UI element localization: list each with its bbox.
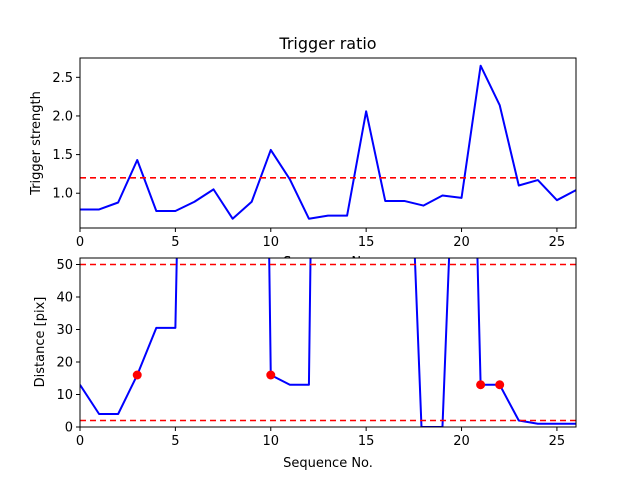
bottom-x-tick-label: 15 bbox=[358, 434, 375, 449]
top-x-tick-label: 20 bbox=[453, 235, 470, 250]
top-x-tick-label: 0 bbox=[76, 235, 84, 250]
bottom-y-axis-label: Distance [pix] bbox=[33, 297, 48, 388]
top-y-tick-label: 2.0 bbox=[52, 109, 73, 124]
bottom-x-tick-label: 10 bbox=[262, 434, 279, 449]
top-plot-area bbox=[80, 64, 576, 220]
bottom-y-ticks: 0 10 20 30 40 50 bbox=[56, 258, 80, 436]
bottom-x-tick-label: 5 bbox=[171, 434, 179, 449]
bottom-x-ticks: 0 5 10 15 20 25 bbox=[76, 427, 565, 449]
top-y-tick-label: 1.5 bbox=[52, 148, 73, 163]
bottom-axes-background bbox=[80, 258, 576, 427]
top-y-tick-label: 2.5 bbox=[52, 71, 73, 86]
bottom-x-tick-label: 0 bbox=[76, 434, 84, 449]
bottom-y-tick-label: 40 bbox=[56, 291, 73, 306]
chart-title: Trigger ratio bbox=[278, 34, 376, 53]
top-x-ticks: 0 5 10 15 20 25 bbox=[76, 228, 565, 250]
bottom-y-tick-label: 0 bbox=[65, 421, 73, 436]
bottom-marker-point-2 bbox=[476, 380, 486, 390]
bottom-y-tick-label: 30 bbox=[56, 323, 73, 338]
top-clipped-marks bbox=[80, 64, 576, 220]
bottom-marker-point-0 bbox=[132, 370, 142, 380]
bottom-plot-area bbox=[80, 258, 576, 427]
bottom-y-tick-label: 20 bbox=[56, 356, 73, 371]
top-x-tick-label: 15 bbox=[358, 235, 375, 250]
bottom-y-tick-label: 50 bbox=[56, 258, 73, 273]
bottom-axes-frame bbox=[79, 257, 577, 428]
top-x-tick-label: 5 bbox=[171, 235, 179, 250]
top-x-tick-label: 25 bbox=[549, 235, 566, 250]
bottom-series-line-0 bbox=[80, 258, 576, 427]
top-y-tick-label: 1.0 bbox=[52, 187, 73, 202]
bottom-marker-point-3 bbox=[495, 380, 505, 390]
top-y-axis-label: Trigger strength bbox=[29, 91, 44, 196]
bottom-y-tick-label: 10 bbox=[56, 388, 73, 403]
bottom-x-tick-label: 20 bbox=[453, 434, 470, 449]
top-x-tick-label: 10 bbox=[262, 235, 279, 250]
bottom-marker-point-1 bbox=[266, 370, 276, 380]
top-axes-frame bbox=[79, 57, 577, 229]
bottom-clipped-marks bbox=[80, 258, 576, 427]
top-series-line-0 bbox=[80, 64, 576, 220]
bottom-x-tick-label: 25 bbox=[549, 434, 566, 449]
bottom-x-axis-label: Sequence No. bbox=[283, 456, 373, 471]
top-y-ticks: 1.0 1.5 2.0 2.5 bbox=[52, 71, 80, 202]
